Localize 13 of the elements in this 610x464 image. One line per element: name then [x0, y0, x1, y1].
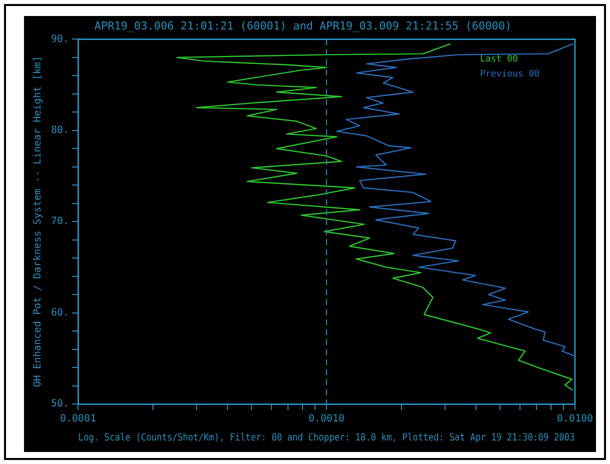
chart-title: APR19_03.006 21:01:21 (60001) and APR19_03.009 21:21:55 (60000)	[94, 19, 512, 32]
x-tick-label: 0.0100	[556, 414, 593, 425]
y-tick-label: 90.	[51, 34, 70, 45]
text: Last 00	[480, 54, 518, 65]
y-tick-label: 50.	[51, 398, 70, 410]
y-tick-label: 60.	[51, 307, 70, 318]
series-label: Previous 00	[480, 70, 540, 80]
y-tick-label: 80.	[51, 124, 70, 136]
x-tick-label: 0.0010	[308, 414, 345, 425]
y-axis-title: OH Enhanced Pot / Darkness System -- Linear Height [km]	[32, 56, 44, 388]
x-tick-label: 0.0001	[60, 414, 96, 425]
y-tick-label: 70.	[51, 216, 70, 228]
x-axis-title: Log. Scale (Counts/Shot/Km), Filter: 00 and Chopper: 18.0 km, Plotted: Sat Apr 19 21:30:09 2003	[78, 432, 575, 444]
